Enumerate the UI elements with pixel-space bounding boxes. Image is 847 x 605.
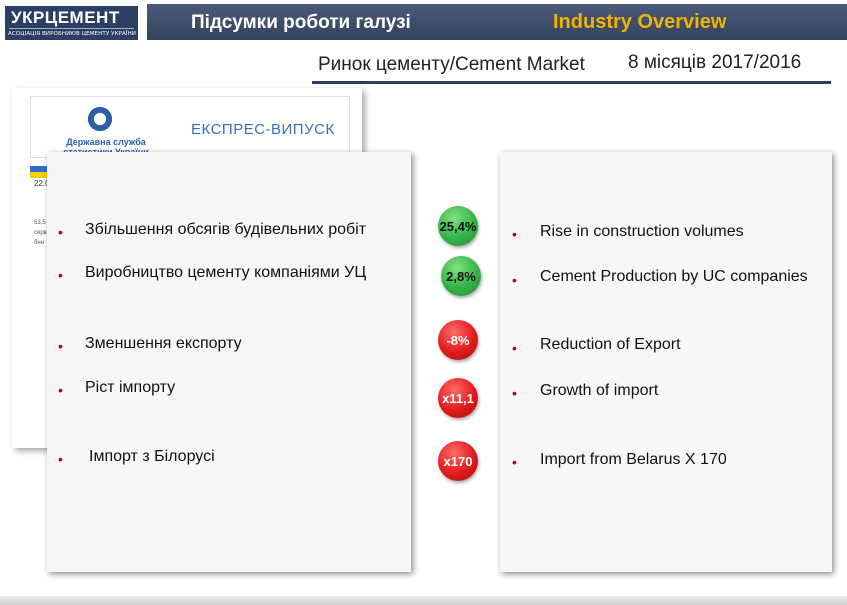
subtitle-period: 8 місяців 2017/2016	[628, 52, 802, 73]
badge-3: -8%	[438, 320, 478, 360]
bullet: •	[58, 267, 63, 283]
document-snippet: 53,5	[34, 220, 46, 226]
stat-service-emblem-icon	[86, 105, 114, 133]
subtitle: Ринок цементу/Cement Market 8 місяців 20…	[312, 48, 831, 84]
footer-strip	[0, 596, 847, 605]
logo-brand: УКРЦЕМЕНТ	[11, 8, 120, 27]
bullet: •	[512, 272, 517, 288]
badge-4: x11,1	[438, 378, 478, 418]
document-date: 22.0	[34, 179, 50, 188]
logo-divider	[9, 28, 134, 29]
bullet: •	[58, 224, 63, 240]
document-express-title: ЕКСПРЕС-ВИПУСК	[191, 121, 335, 138]
title-english: Industry Overview	[553, 11, 727, 33]
ukraine-flag-icon	[30, 166, 48, 178]
item-en-3: Reduction of Export	[540, 336, 681, 353]
item-ua-3: Зменшення експорту	[85, 335, 242, 352]
subtitle-market: Ринок цементу/Cement Market	[318, 54, 585, 75]
badge-2: 2,8%	[441, 256, 481, 296]
badge-5: x170	[438, 441, 478, 481]
bullet: •	[58, 382, 63, 398]
bullet: •	[58, 338, 63, 354]
bullet: •	[58, 451, 63, 467]
item-en-5: Import from Belarus X 170	[540, 451, 727, 468]
item-ua-2: Виробництво цементу компаніями УЦ	[85, 264, 367, 281]
item-en-4: Growth of import	[540, 382, 659, 399]
document-snippet: бнн	[34, 240, 45, 246]
item-ua-4: Ріст імпорту	[85, 379, 176, 396]
item-en-2: Cement Production by UC companies	[540, 268, 808, 285]
bullet: •	[512, 385, 517, 401]
item-ua-1: Збільшення обсягів будівельних робіт	[85, 221, 367, 238]
header-bar: Підсумки роботи галузі Industry Overview	[147, 4, 847, 40]
badge-1: 25,4%	[438, 206, 478, 246]
bullet: •	[512, 340, 517, 356]
item-ua-5: Імпорт з Білорусі	[89, 448, 215, 465]
bullet: •	[512, 226, 517, 242]
title-ukrainian: Підсумки роботи галузі	[191, 12, 411, 33]
logo-association: АСОЦІАЦІЯ ВИРОБНИКІВ ЦЕМЕНТУ УКРАЇНИ	[8, 31, 137, 37]
document-snippet: серв	[34, 230, 47, 236]
document-header: Державна служба статистики України ЕКСПР…	[30, 96, 350, 158]
ukrcement-logo: УКРЦЕМЕНТ АСОЦІАЦІЯ ВИРОБНИКІВ ЦЕМЕНТУ У…	[5, 6, 138, 40]
ukrainian-card	[47, 152, 411, 572]
item-en-1: Rise in construction volumes	[540, 223, 744, 240]
bullet: •	[512, 454, 517, 470]
english-card	[500, 152, 832, 572]
